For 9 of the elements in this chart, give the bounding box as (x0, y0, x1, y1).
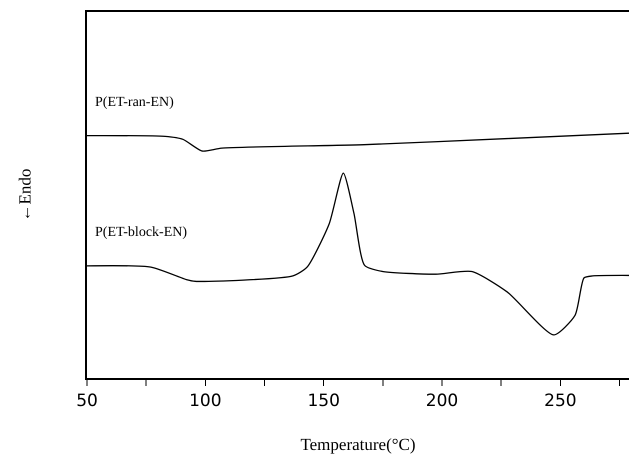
series-label: P(ET-block-EN) (95, 225, 188, 240)
x-tick-label: 200 (426, 391, 458, 412)
series-label: P(ET-ran-EN) (95, 95, 174, 110)
x-tick-label: 250 (544, 391, 577, 412)
y-axis-title: ←Endo (15, 168, 34, 222)
x-tick-label: 150 (307, 391, 340, 412)
x-axis-title: Temperature(°C) (300, 435, 416, 454)
x-tick-label: 50 (76, 391, 98, 412)
x-tick-label: 100 (189, 391, 222, 412)
